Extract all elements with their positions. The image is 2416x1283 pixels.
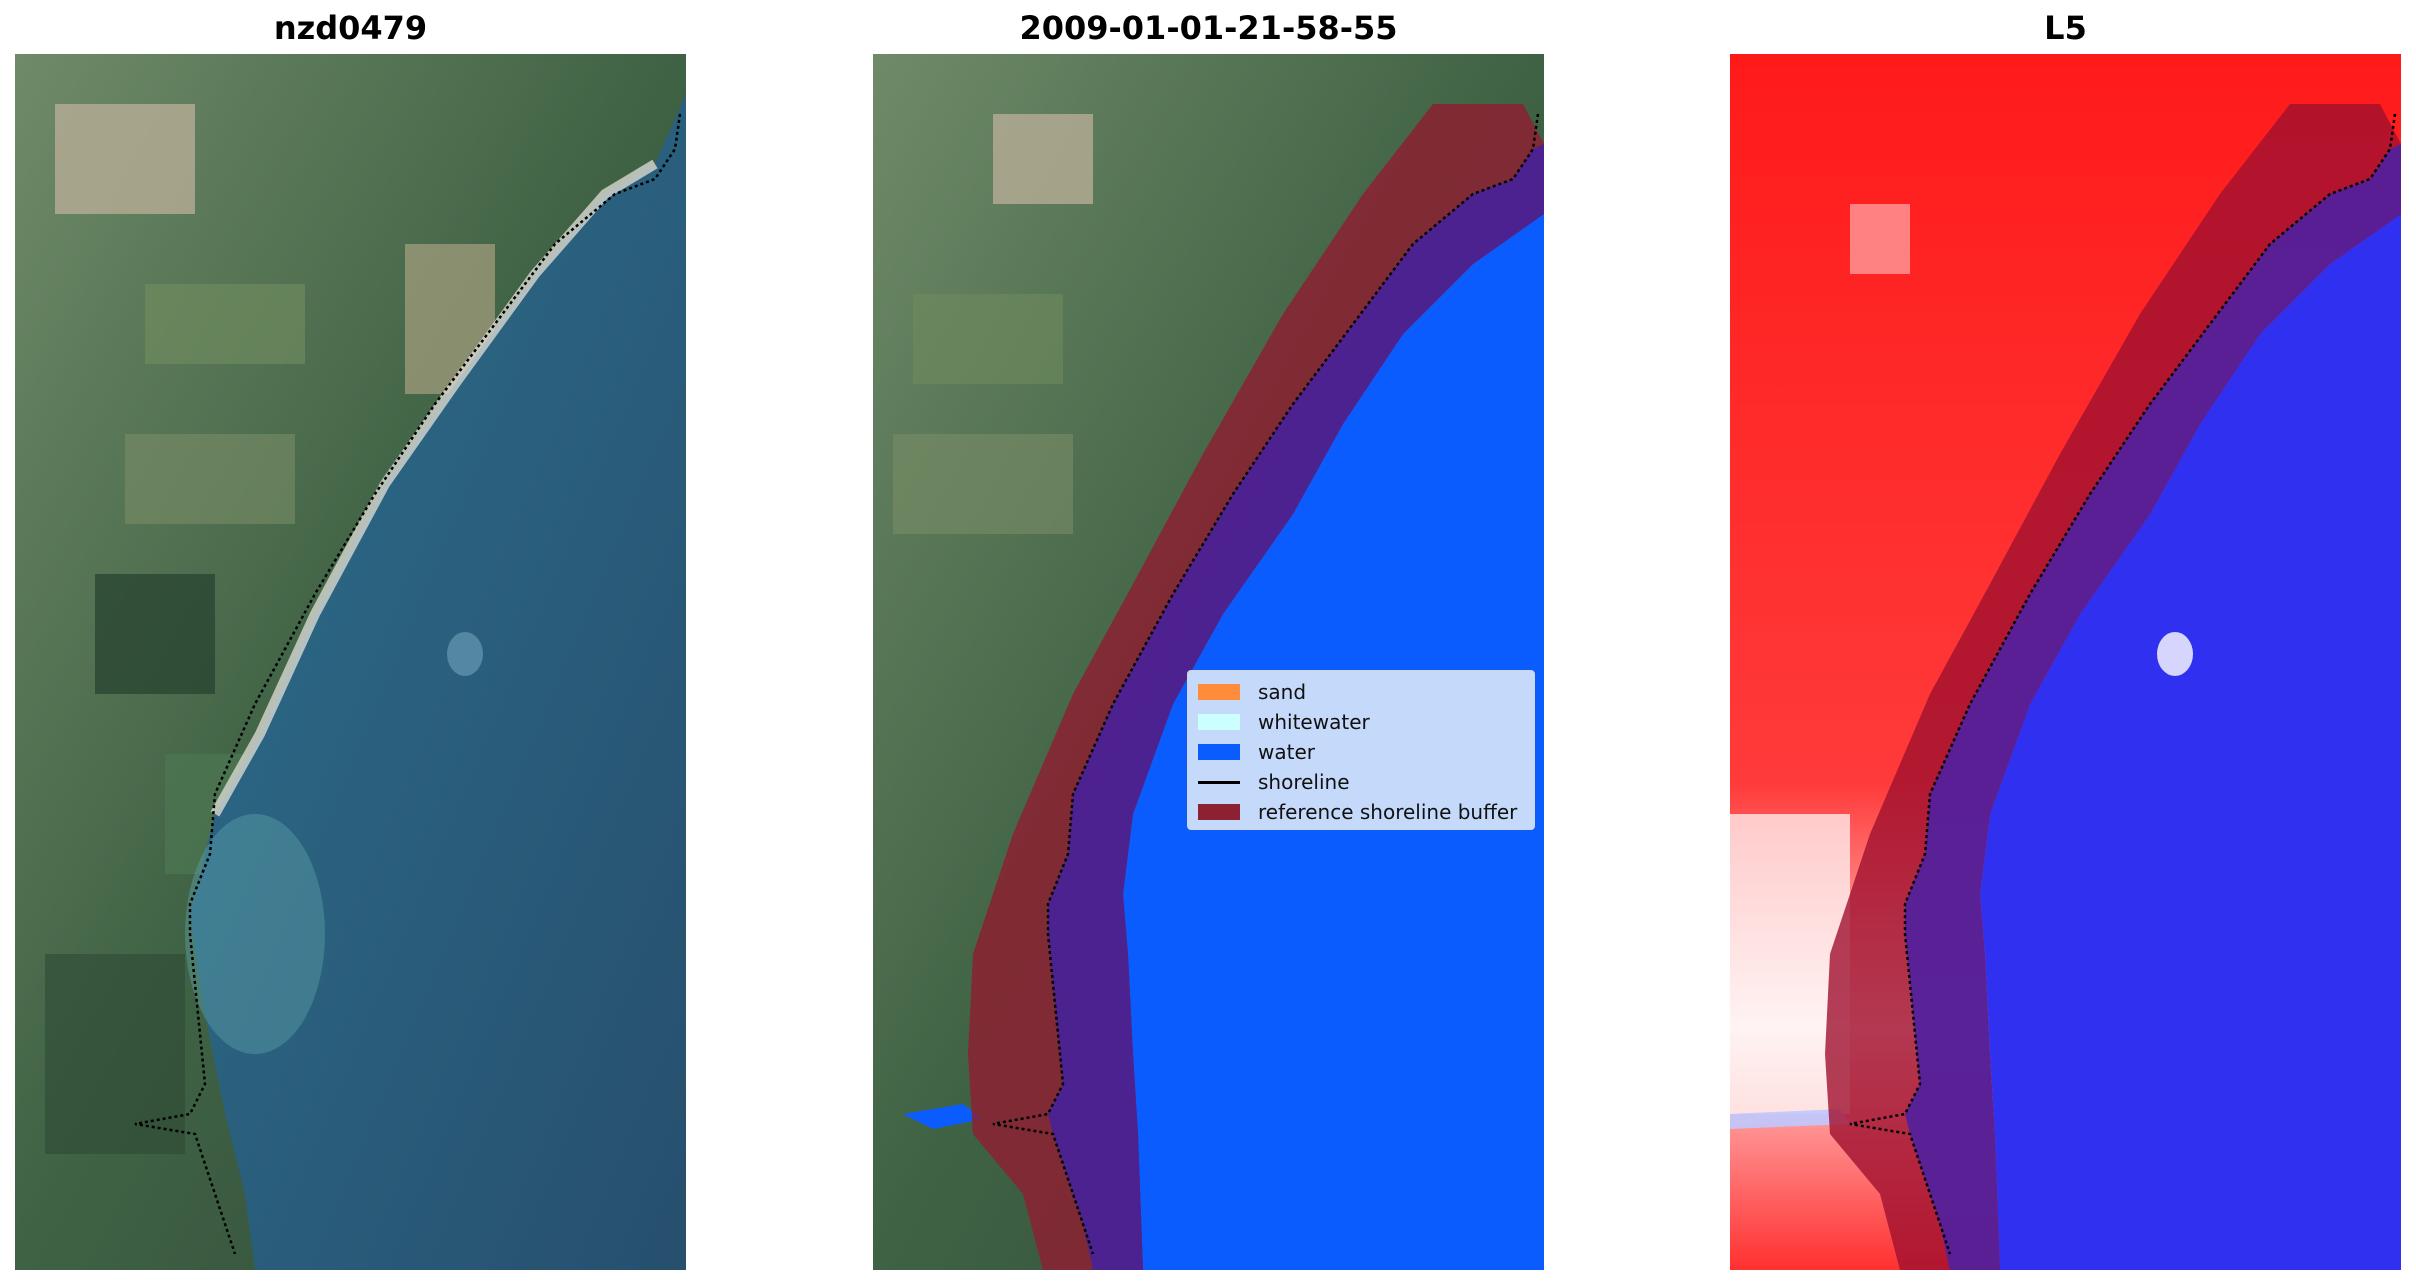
- legend-item-whitewater: whitewater: [1198, 707, 1524, 737]
- legend-label: shoreline: [1258, 770, 1350, 794]
- panel-title-classification: 2009-01-01-21-58-55: [1019, 9, 1398, 47]
- index-image: [1730, 54, 2401, 1270]
- buffer-swatch: [1198, 804, 1240, 820]
- rgb-satellite-image: [15, 54, 686, 1270]
- legend-item-buffer: reference shoreline buffer: [1198, 797, 1524, 827]
- legend-label: water: [1258, 740, 1315, 764]
- classification-image: [873, 54, 1544, 1270]
- panel-title-rgb: nzd0479: [273, 9, 428, 47]
- legend-item-sand: sand: [1198, 677, 1524, 707]
- index-panel: [1730, 54, 2401, 1270]
- water-swatch: [1198, 744, 1240, 760]
- whitewater-swatch: [1198, 714, 1240, 730]
- legend-item-shoreline: shoreline: [1198, 767, 1524, 797]
- shoreline-swatch: [1198, 780, 1240, 784]
- shoreline-line: [134, 113, 682, 1255]
- legend-label: whitewater: [1258, 710, 1370, 734]
- legend: sand whitewater water shoreline referenc…: [1187, 670, 1535, 830]
- legend-label: reference shoreline buffer: [1258, 800, 1518, 824]
- legend-label: sand: [1258, 680, 1307, 704]
- classification-panel: [873, 54, 1544, 1270]
- sand-swatch: [1198, 684, 1240, 700]
- panel-title-index: L5: [2044, 9, 2087, 47]
- rgb-image-panel: [15, 54, 686, 1270]
- legend-item-water: water: [1198, 737, 1524, 767]
